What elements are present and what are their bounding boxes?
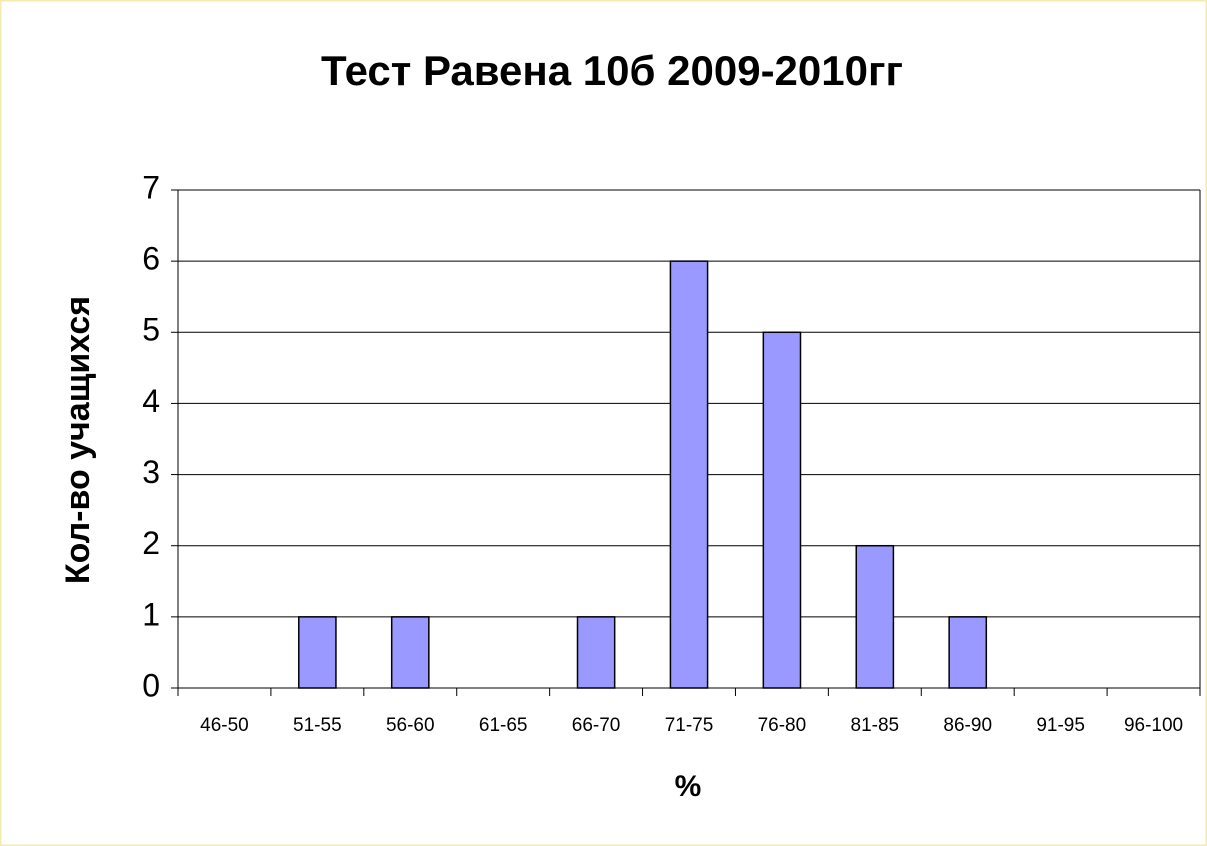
bar [298, 616, 337, 689]
y-tick-label: 5 [142, 312, 160, 348]
y-tick-label: 1 [142, 596, 160, 632]
bar [390, 616, 430, 689]
x-tick-label: 81-85 [851, 715, 900, 736]
y-tick-label: 0 [142, 667, 160, 703]
x-tick-label: 86-90 [943, 715, 992, 736]
y-axis-label: Кол-во учащихся [59, 296, 97, 584]
bar [669, 260, 709, 689]
bar [855, 544, 895, 689]
y-tick-label: 6 [142, 241, 160, 277]
x-tick-label: 46-50 [200, 715, 249, 736]
x-tick-label: 91-95 [1036, 715, 1085, 736]
x-tick-label: 51-55 [293, 715, 342, 736]
y-tick-label: 2 [142, 525, 160, 561]
x-tick-label: 61-65 [479, 715, 528, 736]
bar [576, 616, 616, 689]
x-tick-label: 96-100 [1124, 715, 1183, 736]
y-tick-label: 7 [142, 169, 160, 205]
x-tick-label: 76-80 [758, 715, 807, 736]
x-tick-label: 66-70 [572, 715, 621, 736]
y-tick-label: 3 [142, 454, 160, 490]
chart-title: Тест Равена 10б 2009-2010гг [321, 47, 903, 94]
x-tick-label: 56-60 [386, 715, 435, 736]
bar [762, 331, 802, 689]
x-axis-label: % [675, 770, 702, 803]
y-tick-label: 4 [142, 383, 160, 419]
bar [948, 616, 988, 689]
x-tick-label: 71-75 [665, 715, 714, 736]
